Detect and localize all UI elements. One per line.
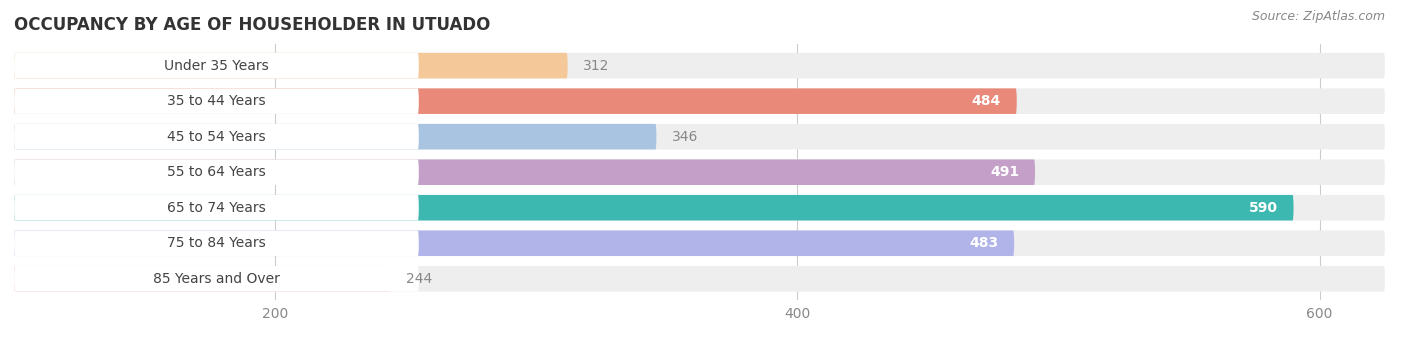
Text: 35 to 44 Years: 35 to 44 Years [167,94,266,108]
Text: 45 to 54 Years: 45 to 54 Years [167,130,266,144]
FancyBboxPatch shape [14,195,1294,221]
FancyBboxPatch shape [14,266,1385,292]
FancyBboxPatch shape [14,88,1385,114]
Text: 590: 590 [1249,201,1278,215]
Text: 483: 483 [969,236,998,250]
FancyBboxPatch shape [14,124,657,149]
FancyBboxPatch shape [14,124,1385,149]
Text: 75 to 84 Years: 75 to 84 Years [167,236,266,250]
FancyBboxPatch shape [14,231,419,256]
Text: Under 35 Years: Under 35 Years [165,59,269,73]
FancyBboxPatch shape [14,159,1035,185]
Text: OCCUPANCY BY AGE OF HOUSEHOLDER IN UTUADO: OCCUPANCY BY AGE OF HOUSEHOLDER IN UTUAD… [14,16,491,34]
FancyBboxPatch shape [14,266,389,292]
Text: 85 Years and Over: 85 Years and Over [153,272,280,286]
FancyBboxPatch shape [14,53,568,78]
Text: 244: 244 [406,272,432,286]
FancyBboxPatch shape [14,88,419,114]
FancyBboxPatch shape [14,88,1017,114]
FancyBboxPatch shape [14,124,419,149]
FancyBboxPatch shape [14,195,1385,221]
Text: 346: 346 [672,130,699,144]
Text: 484: 484 [972,94,1001,108]
FancyBboxPatch shape [14,159,419,185]
Text: 312: 312 [583,59,610,73]
FancyBboxPatch shape [14,195,419,221]
FancyBboxPatch shape [14,159,1385,185]
Text: 55 to 64 Years: 55 to 64 Years [167,165,266,179]
Text: Source: ZipAtlas.com: Source: ZipAtlas.com [1251,10,1385,23]
FancyBboxPatch shape [14,53,1385,78]
FancyBboxPatch shape [14,266,419,292]
FancyBboxPatch shape [14,231,1385,256]
Text: 65 to 74 Years: 65 to 74 Years [167,201,266,215]
FancyBboxPatch shape [14,231,1014,256]
Text: 491: 491 [990,165,1019,179]
FancyBboxPatch shape [14,53,419,78]
